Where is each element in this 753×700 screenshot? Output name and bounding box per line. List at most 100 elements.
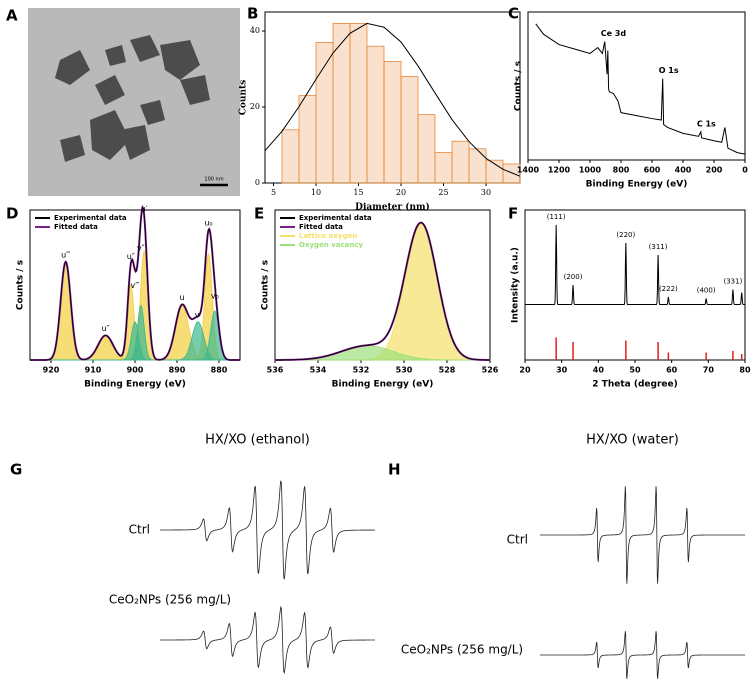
x-tick-label: 920 xyxy=(43,366,60,375)
epr-spectrum xyxy=(159,480,376,580)
bar xyxy=(502,163,521,184)
x-axis-label: 2 Theta (degree) xyxy=(592,380,677,390)
y-tick-label: 0 xyxy=(255,178,260,187)
x-tick-label: 20 xyxy=(519,366,531,375)
diffraction-pattern xyxy=(525,224,745,305)
x-tick-label: 800 xyxy=(613,166,630,175)
x-tick-label: 536 xyxy=(267,366,284,375)
x-axis-label: Binding Energy (eV) xyxy=(84,380,186,390)
epr-spectrum xyxy=(540,631,745,679)
x-tick-label: 534 xyxy=(310,366,327,375)
bar xyxy=(315,42,334,184)
epr-spectrum xyxy=(159,605,376,675)
panel-letter: E xyxy=(254,205,264,223)
bar xyxy=(332,22,351,184)
peak-label: (200) xyxy=(564,273,583,281)
peak-label: (222) xyxy=(659,285,678,293)
experimental-curve xyxy=(274,222,491,361)
bar xyxy=(366,45,385,184)
x-tick-label: 15 xyxy=(353,188,363,197)
trace-label: CeO₂NPs (256 mg/L) xyxy=(109,593,231,607)
panel-letter: B xyxy=(247,5,258,23)
peak-label: v‴ xyxy=(131,281,140,290)
peak-label: (331) xyxy=(723,278,742,286)
x-tick-label: 910 xyxy=(85,366,102,375)
x-tick-label: 532 xyxy=(353,366,370,375)
peak-label: (111) xyxy=(547,213,566,221)
x-tick-label: 1000 xyxy=(579,166,602,175)
x-tick-label: 50 xyxy=(629,366,641,375)
bar xyxy=(434,152,453,184)
legend-label: Fitted data xyxy=(299,223,343,231)
legend-label: Experimental data xyxy=(299,214,372,222)
x-tick-label: 530 xyxy=(396,366,413,375)
peak-label: u‴ xyxy=(61,250,70,259)
peak-label: u′ xyxy=(141,204,148,213)
y-axis-label: Counts / s xyxy=(261,260,271,310)
panel-letter: G xyxy=(10,461,22,479)
y-axis-label: Intensity (a.u.) xyxy=(511,247,521,323)
x-tick-label: 0 xyxy=(742,166,748,175)
peak-label: u″ xyxy=(102,324,110,333)
peak-label: v″ xyxy=(137,243,145,252)
peak-label: (311) xyxy=(649,243,668,251)
bar xyxy=(417,114,436,184)
x-tick-label: 900 xyxy=(127,366,144,375)
trace-label: CeO₂NPs (256 mg/L) xyxy=(401,643,523,657)
bar xyxy=(281,129,300,184)
bar xyxy=(383,61,402,184)
experimental-curve xyxy=(30,206,240,361)
peak-label: v₀ xyxy=(211,291,219,300)
legend-label: Experimental data xyxy=(54,214,127,222)
plot-frame xyxy=(527,11,746,161)
x-axis-label: Binding Energy (eV) xyxy=(586,180,688,190)
x-tick-label: 5 xyxy=(271,188,276,197)
legend-label: Lattice oxygen xyxy=(299,232,357,240)
fit-curve xyxy=(264,22,521,177)
panel-letter: F xyxy=(508,205,518,223)
x-tick-label: 890 xyxy=(169,366,186,375)
x-tick-label: 25 xyxy=(438,188,448,197)
x-tick-label: 40 xyxy=(593,366,605,375)
peak-label: u xyxy=(180,293,185,302)
x-axis-label: Binding Energy (eV) xyxy=(332,380,434,390)
x-tick-label: 80 xyxy=(739,366,751,375)
x-tick-label: 880 xyxy=(211,366,228,375)
trace-label: Ctrl xyxy=(129,523,150,537)
panel-title: HX/XO (water) xyxy=(586,433,679,448)
peak-label: (220) xyxy=(616,231,635,239)
scale-bar-label: 100 nm xyxy=(204,177,223,183)
legend-label: Fitted data xyxy=(54,223,98,231)
x-tick-label: 600 xyxy=(644,166,661,175)
legend-label: Oxygen vacancy xyxy=(299,241,364,249)
x-tick-label: 528 xyxy=(439,366,456,375)
bar xyxy=(468,148,487,184)
bar xyxy=(298,95,317,184)
bar xyxy=(349,22,368,184)
tem-image: 100 nm xyxy=(28,8,240,196)
x-axis-label: Diameter (nm) xyxy=(355,202,430,213)
panel-letter: H xyxy=(388,461,401,479)
bar xyxy=(451,140,470,184)
y-tick-label: 20 xyxy=(250,102,260,111)
x-tick-label: 20 xyxy=(396,188,406,197)
x-tick-label: 70 xyxy=(703,366,715,375)
tem-background xyxy=(28,8,240,196)
panel-letter: C xyxy=(508,5,519,23)
y-axis-label: Counts xyxy=(239,80,249,115)
component-peak xyxy=(30,310,240,361)
x-tick-label: 526 xyxy=(482,366,499,375)
y-axis-label: Counts / s xyxy=(514,61,524,111)
x-tick-label: 1200 xyxy=(548,166,571,175)
peak-label: (400) xyxy=(697,287,716,295)
bar xyxy=(400,76,419,184)
y-tick-label: 40 xyxy=(250,26,260,35)
x-tick-label: 1400 xyxy=(517,166,540,175)
peak-annotation: C 1s xyxy=(697,119,716,128)
particles xyxy=(55,35,210,162)
x-tick-label: 10 xyxy=(311,188,321,197)
panel-title: HX/XO (ethanol) xyxy=(205,433,310,448)
x-tick-label: 60 xyxy=(666,366,678,375)
peak-annotation: O 1s xyxy=(659,66,679,75)
